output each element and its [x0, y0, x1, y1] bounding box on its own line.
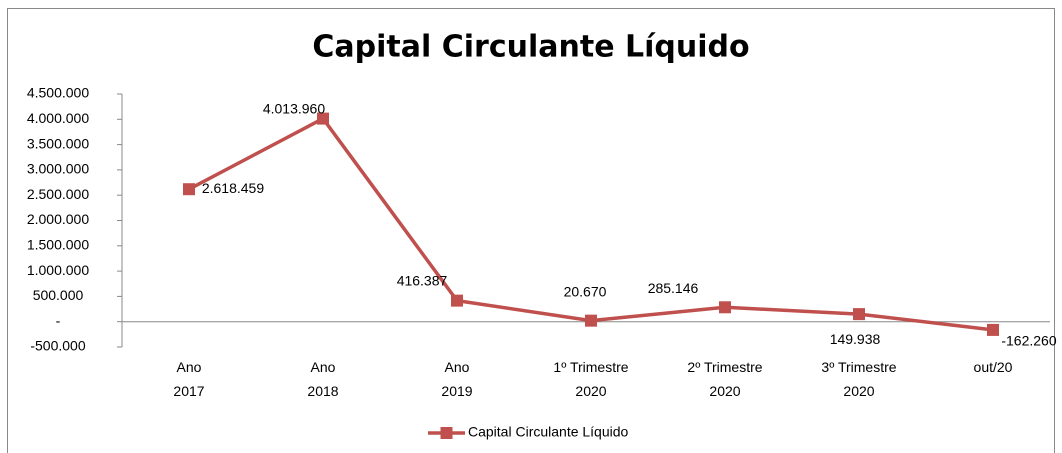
- data-label: 416.387: [397, 272, 448, 288]
- x-tick-line: 2017: [173, 383, 204, 399]
- data-label: 20.670: [564, 283, 607, 299]
- x-tick-line: out/20: [974, 359, 1013, 375]
- marker: [183, 183, 195, 196]
- x-tick-line: 2020: [575, 383, 606, 399]
- x-tick-line: 3º Trimestre: [821, 359, 896, 375]
- x-tick-line: 1º Trimestre: [553, 359, 628, 375]
- x-tick-label: Ano 2019: [441, 359, 472, 399]
- x-tick-label: Ano 2018: [307, 359, 338, 399]
- x-tick-label: out/20: [974, 359, 1013, 375]
- x-tick-line: 2020: [843, 383, 874, 399]
- data-label: -162.260: [1001, 333, 1056, 349]
- y-tick-label: 2.500.000: [27, 186, 89, 202]
- marker: [317, 112, 329, 125]
- y-tick-label: 1.500.000: [27, 237, 89, 253]
- marker: [719, 301, 731, 314]
- y-tick-label: -: [56, 312, 61, 328]
- y-tick-label: 3.500.000: [27, 135, 89, 151]
- x-tick-line: 2º Trimestre: [687, 359, 762, 375]
- legend-marker: [440, 427, 453, 439]
- y-tick-label: 2.000.000: [27, 211, 89, 227]
- y-tick-label: -500.000: [30, 338, 85, 354]
- chart-border: [7, 8, 1055, 453]
- marker: [585, 314, 597, 327]
- chart-title: Capital Circulante Líquido: [312, 30, 749, 65]
- x-tick-line: Ano: [445, 359, 470, 375]
- marker: [987, 323, 999, 336]
- y-tick-label: 1.000.000: [27, 262, 89, 278]
- x-tick-label: Ano 2017: [173, 359, 204, 399]
- y-tick-label: 3.000.000: [27, 161, 89, 177]
- x-tick-line: 2020: [709, 383, 740, 399]
- x-tick-label: 1º Trimestre 2020: [553, 359, 628, 399]
- data-label: 4.013.960: [263, 100, 325, 116]
- data-label: 149.938: [830, 331, 881, 347]
- x-tick-label: 3º Trimestre 2020: [821, 359, 896, 399]
- x-tick-line: 2018: [307, 383, 338, 399]
- y-tick-label: 4.000.000: [27, 110, 89, 126]
- y-tick-label: 500.000: [33, 287, 84, 303]
- x-tick-line: Ano: [177, 359, 202, 375]
- x-tick-line: Ano: [311, 359, 336, 375]
- legend-label: Capital Circulante Líquido: [468, 424, 629, 440]
- x-tick-line: 2019: [441, 383, 472, 399]
- data-label: 285.146: [648, 280, 699, 296]
- marker: [853, 308, 865, 321]
- marker: [451, 294, 463, 307]
- y-tick-label: 4.500.000: [27, 85, 89, 101]
- data-label: 2.618.459: [202, 180, 264, 196]
- x-tick-label: 2º Trimestre 2020: [687, 359, 762, 399]
